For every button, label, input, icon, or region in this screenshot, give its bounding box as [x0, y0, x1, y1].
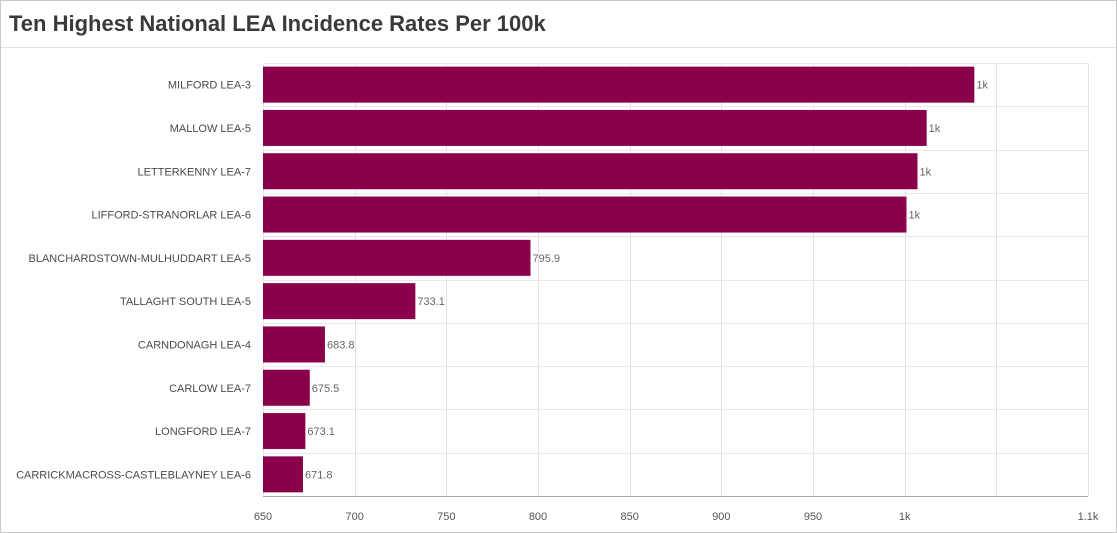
bar[interactable] — [263, 283, 416, 320]
bar[interactable] — [263, 153, 918, 190]
bar[interactable] — [263, 109, 927, 146]
bar[interactable] — [263, 239, 531, 276]
x-tick-label: 900 — [712, 511, 730, 523]
x-axis-ticks: 650 700 750 800 850 900 950 1k 1.1k — [254, 511, 1099, 523]
x-tick-label: 750 — [437, 511, 455, 523]
category-label: MILFORD LEA-3 — [168, 80, 251, 92]
data-label: 1k — [920, 166, 932, 178]
bar[interactable] — [263, 326, 325, 363]
category-label: MALLOW LEA-5 — [170, 123, 251, 135]
category-label: BLANCHARDSTOWN-MULHUDDART LEA-5 — [29, 253, 251, 265]
data-label: 733.1 — [417, 296, 445, 308]
bars — [263, 66, 975, 493]
category-labels: MILFORD LEA-3 MALLOW LEA-5 LETTERKENNY LEA… — [16, 80, 251, 482]
data-label: 675.5 — [312, 383, 340, 395]
data-labels: 1k 1k 1k 1k 795.9 733.1 683.8 675.5 673.1 671.8 — [305, 80, 988, 482]
bar[interactable] — [263, 196, 907, 233]
category-label: CARRICKMACROSS-CASTLEBLAYNEY LEA-6 — [16, 469, 251, 481]
x-tick-label: 700 — [345, 511, 363, 523]
bar[interactable] — [263, 456, 303, 493]
data-label: 673.1 — [307, 426, 335, 438]
data-label: 671.8 — [305, 469, 333, 481]
category-label: LETTERKENNY LEA-7 — [137, 166, 251, 178]
data-label: 1k — [976, 80, 988, 92]
category-label: LONGFORD LEA-7 — [155, 426, 251, 438]
x-tick-label: 850 — [620, 511, 638, 523]
bar[interactable] — [263, 369, 310, 406]
title-divider — [1, 47, 1116, 48]
bar[interactable] — [263, 413, 306, 450]
x-tick-label: 650 — [254, 511, 272, 523]
x-tick-label: 1k — [899, 511, 911, 523]
data-label: 1k — [909, 210, 921, 222]
x-tick-label: 800 — [529, 511, 547, 523]
x-tick-label: 950 — [804, 511, 822, 523]
chart-title: Ten Highest National LEA Incidence Rates… — [9, 11, 546, 36]
bar[interactable] — [263, 66, 975, 103]
category-label: LIFFORD-STRANORLAR LEA-6 — [91, 210, 251, 222]
category-label: CARLOW LEA-7 — [169, 383, 251, 395]
x-tick-label: 1.1k — [1078, 511, 1099, 523]
category-label: TALLAGHT SOUTH LEA-5 — [120, 296, 251, 308]
data-label: 1k — [929, 123, 941, 135]
data-label: 795.9 — [532, 253, 560, 265]
data-label: 683.8 — [327, 339, 355, 351]
category-label: CARNDONAGH LEA-4 — [138, 339, 251, 351]
